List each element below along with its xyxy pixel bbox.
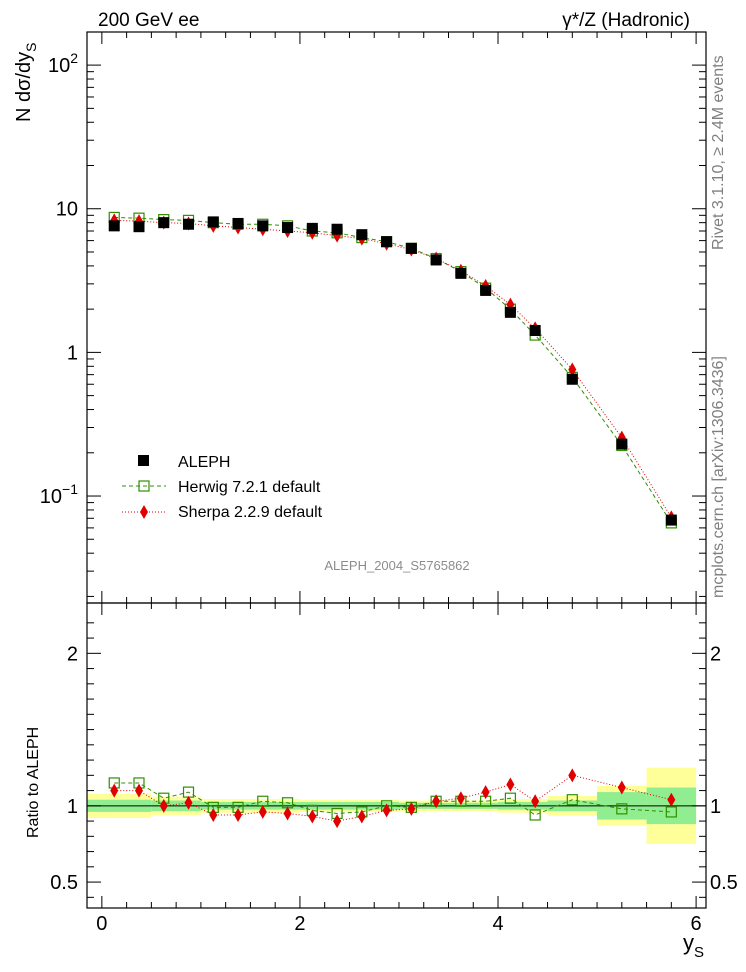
header-right-label: γ*/Z (Hadronic) (562, 10, 690, 31)
aleph-point (665, 514, 677, 526)
sherpa-ratio-point (333, 814, 342, 829)
aleph-point (504, 306, 516, 318)
legend-herwig-label: Herwig 7.2.1 default (178, 479, 321, 496)
aleph-point (133, 221, 145, 233)
x-tick-label: 2 (294, 913, 305, 935)
herwig-ratio-point (616, 803, 628, 815)
x-tick-label: 6 (691, 913, 702, 935)
rivet-side-label: Rivet 3.1.10, ≥ 2.4M events (710, 55, 727, 250)
ratio-y-tick-label: 0.5 (50, 872, 78, 894)
sherpa-ratio-point (234, 807, 243, 822)
sherpa-ratio-point (283, 806, 292, 821)
sherpa-ratio-point (568, 768, 577, 783)
ratio-y-tick-label: 1 (67, 796, 78, 818)
aleph-point (356, 229, 368, 241)
ratio-y-tick-label: 0.5 (710, 872, 738, 894)
aleph-point (455, 267, 467, 279)
analysis-label: ALEPH_2004_S5765862 (324, 558, 469, 573)
sherpa-ratio-point (159, 798, 168, 813)
ratio-y-tick-label: 1 (710, 796, 721, 818)
aleph-point (381, 236, 393, 248)
aleph-point (232, 217, 244, 229)
sherpa-ratio-point (209, 807, 218, 822)
sherpa-ratio-point (531, 794, 540, 809)
sherpa-ratio-point (357, 809, 366, 824)
aleph-point (306, 222, 318, 234)
legend-aleph-marker (138, 455, 149, 466)
aleph-point (529, 325, 541, 337)
legend-sherpa-marker (140, 505, 148, 519)
sherpa-ratio-point (308, 809, 317, 824)
sherpa-point (568, 362, 577, 377)
sherpa-ratio-point (506, 777, 515, 792)
herwig-ratio-point (529, 809, 541, 821)
herwig-ratio-point (566, 794, 578, 806)
sherpa-ratio-point (481, 785, 490, 800)
legend-sherpa-label: Sherpa 2.2.9 default (178, 504, 323, 521)
sherpa-ratio-point (432, 794, 441, 809)
aleph-point (282, 222, 294, 234)
aleph-point (108, 220, 120, 232)
main-y-axis-label: N dσ/dyS (13, 43, 39, 123)
sherpa-ratio-point (407, 801, 416, 816)
ratio-y-axis-label: Ratio to ALEPH (25, 727, 42, 838)
header-left-label: 200 GeV ee (98, 10, 199, 31)
sherpa-ratio-point (134, 783, 143, 798)
aleph-point (207, 216, 219, 228)
herwig-line (114, 216, 672, 524)
sherpa-ratio-point (667, 792, 676, 807)
ratio-y-tick-label: 2 (67, 643, 78, 665)
legend: ALEPH Herwig 7.2.1 default Sherpa 2.2.9 … (122, 454, 323, 521)
aleph-point (480, 284, 492, 296)
aleph-point (183, 218, 195, 230)
ratio-y-tick-label: 2 (710, 643, 721, 665)
sherpa-ratio-point (617, 780, 626, 795)
sherpa-ratio-point (456, 791, 465, 806)
aleph-point (331, 223, 343, 235)
sherpa-ratio-point (382, 803, 391, 818)
x-tick-label: 4 (492, 913, 503, 935)
y-tick-label: 1 (67, 342, 78, 364)
sherpa-ratio-point (184, 795, 193, 810)
aleph-point (566, 373, 578, 385)
aleph-point (405, 242, 417, 254)
sherpa-ratio-point (110, 783, 119, 798)
aleph-point (257, 220, 269, 232)
legend-aleph-label: ALEPH (178, 454, 230, 471)
legend-herwig-marker (138, 480, 150, 492)
sherpa-ratio-point (258, 804, 267, 819)
herwig-ratio-point (665, 806, 677, 818)
y-tick-label: 10 (56, 199, 78, 221)
aleph-point (158, 217, 170, 229)
sherpa-line (114, 219, 672, 518)
y-tick-label: 10−1 (40, 481, 78, 508)
ratio-plot-frame (86, 602, 707, 909)
sherpa-ratio-line (114, 774, 672, 822)
x-tick-label: 0 (96, 913, 107, 935)
y-tick-label: 102 (48, 50, 78, 77)
aleph-point (616, 438, 628, 450)
aleph-point (430, 254, 442, 266)
herwig-ratio-point (504, 792, 516, 804)
mcplots-side-label: mcplots.cern.ch [arXiv:1306.3436] (710, 356, 727, 598)
